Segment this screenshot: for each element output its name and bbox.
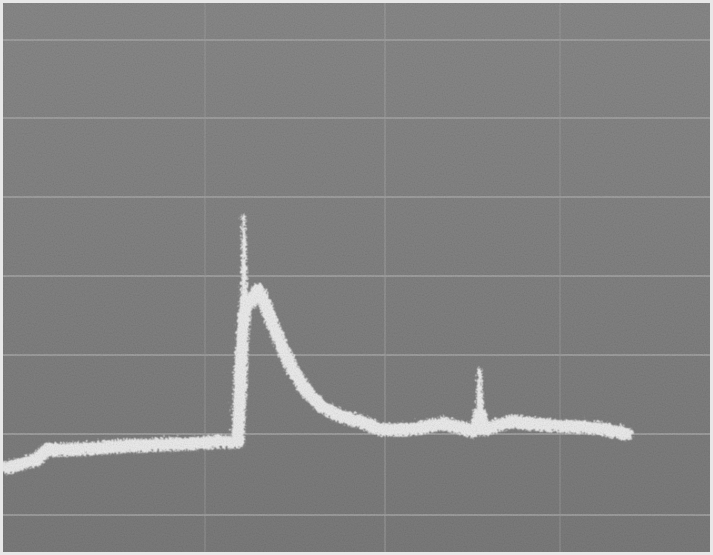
screen — [0, 0, 713, 555]
oscilloscope-photo — [0, 0, 713, 555]
screen-background — [0, 0, 713, 555]
page: (() => { const data = JSON.parse(documen… — [0, 0, 713, 555]
